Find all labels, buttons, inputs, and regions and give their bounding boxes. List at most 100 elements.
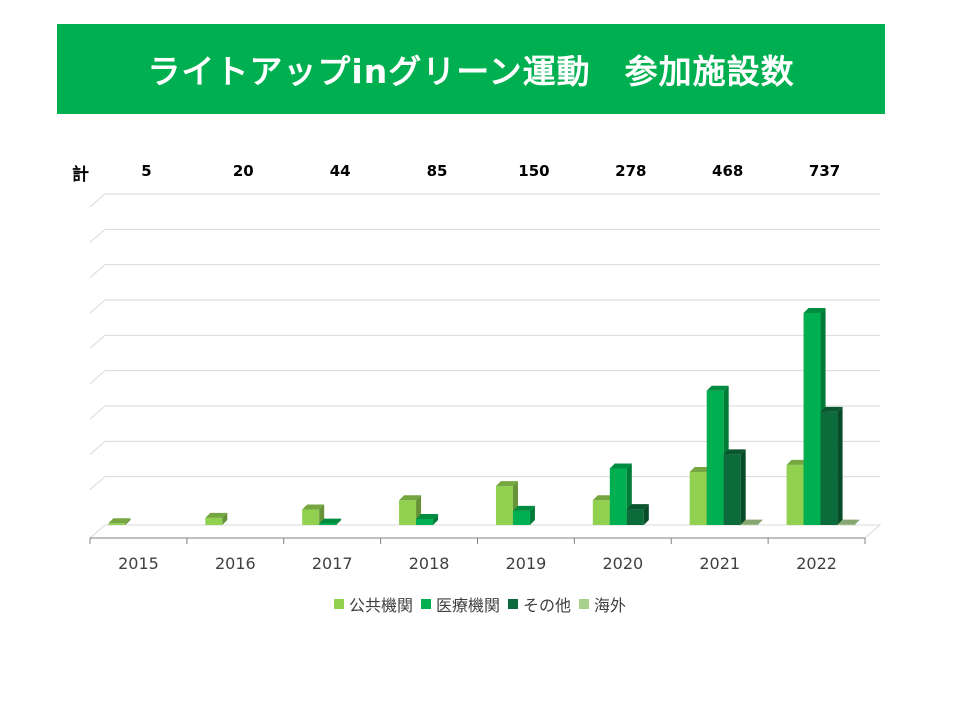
x-tick-label: 2017 <box>312 554 353 573</box>
gridline-side <box>89 193 106 208</box>
gridline-side <box>89 264 106 279</box>
bar-front <box>302 509 320 525</box>
bar-front <box>108 523 126 525</box>
bar-side <box>433 513 439 525</box>
bar <box>512 505 535 525</box>
x-tick-labels: 2015 2016 2017 2018 2019 2020 2021 2022 <box>118 554 837 573</box>
gridline-side <box>89 299 106 314</box>
bar-front <box>740 524 758 526</box>
bar-front <box>706 390 724 525</box>
x-tick-label: 2019 <box>506 554 547 573</box>
legend-item: 海外 <box>579 592 626 616</box>
total-value: 737 <box>808 162 841 180</box>
x-tick-label: 2015 <box>118 554 159 573</box>
bar-side <box>643 504 649 525</box>
total-value: 150 <box>518 162 550 180</box>
total-value: 468 <box>712 162 744 180</box>
bar-top <box>512 505 535 511</box>
gridlines <box>89 193 880 491</box>
bar-side <box>854 519 860 525</box>
bar-front <box>689 472 707 525</box>
bar-top <box>302 504 325 510</box>
chart-floor <box>88 524 882 539</box>
legend-label: その他 <box>523 596 572 615</box>
bar <box>626 504 649 525</box>
bar-front <box>592 500 610 525</box>
title-banner: ライトアップinグリーン運動 参加施設数 <box>57 24 885 114</box>
gridline-side <box>89 370 106 385</box>
bar-front <box>416 518 434 525</box>
legend-swatch <box>579 599 590 609</box>
bar-top <box>803 308 826 313</box>
bar-side <box>757 519 763 525</box>
bar-top <box>205 512 228 518</box>
bar <box>319 518 342 525</box>
gridline-side <box>89 405 106 420</box>
bar-top <box>609 463 632 469</box>
bar-front <box>837 524 855 526</box>
legend-item: 医療機関 <box>420 592 500 616</box>
x-tick-label: 2016 <box>215 554 256 573</box>
bar-top <box>837 519 860 525</box>
bar-top <box>706 385 729 391</box>
bars <box>108 308 860 526</box>
bar <box>416 513 439 525</box>
bar <box>723 449 746 525</box>
x-tick-label: 2022 <box>796 554 837 573</box>
bar-top <box>786 459 809 465</box>
total-value: 5 <box>141 162 152 180</box>
bar-top <box>689 467 712 472</box>
x-tick-label: 2020 <box>602 554 643 573</box>
bar-front <box>205 517 223 525</box>
bar-top <box>108 518 131 524</box>
bar-top <box>495 481 518 487</box>
x-tick-label: 2018 <box>409 554 450 573</box>
total-value: 278 <box>615 162 647 180</box>
bar-top <box>416 513 439 519</box>
bar-top <box>820 406 843 412</box>
legend-label: 医療機関 <box>435 596 500 615</box>
bar <box>837 519 860 526</box>
bar-front <box>626 509 644 525</box>
gridline-side <box>89 334 106 349</box>
bar-front <box>495 486 513 525</box>
bar <box>205 512 228 525</box>
bar-top <box>723 449 746 455</box>
chart-legend: 公共機関 医療機関 その他 海外 <box>0 592 960 616</box>
bar-side <box>837 406 843 525</box>
x-tick-label: 2021 <box>699 554 740 573</box>
legend-label: 公共機関 <box>348 596 413 615</box>
bar-top <box>592 495 615 501</box>
bar-top <box>319 518 342 524</box>
bar-side <box>222 512 228 525</box>
bar-front <box>820 411 838 525</box>
bar-front <box>319 523 337 525</box>
bar <box>108 518 131 525</box>
gridline-side <box>89 228 106 243</box>
totals-label: 計 <box>72 165 89 185</box>
legend-item: 公共機関 <box>333 592 413 616</box>
bar-front <box>786 464 804 525</box>
bar-front <box>803 313 821 525</box>
bar-top <box>626 504 649 510</box>
bar <box>740 519 763 526</box>
bar-front <box>723 454 741 525</box>
bar-front <box>512 510 530 525</box>
bar <box>820 406 843 525</box>
bar-top <box>399 495 422 501</box>
bar-front <box>609 468 627 525</box>
gridline-side <box>89 440 106 455</box>
bar-side <box>125 518 131 525</box>
bar-top <box>740 519 763 525</box>
total-value: 85 <box>426 162 448 180</box>
legend-swatch <box>333 599 344 609</box>
total-value: 20 <box>232 162 254 180</box>
gridline-side <box>89 476 106 491</box>
legend-swatch <box>420 599 431 609</box>
bar-side <box>740 449 746 525</box>
chart-title: ライトアップinグリーン運動 参加施設数 <box>147 52 795 91</box>
legend-swatch <box>508 599 518 609</box>
legend-label: 海外 <box>594 596 627 615</box>
bar-side <box>529 505 535 525</box>
